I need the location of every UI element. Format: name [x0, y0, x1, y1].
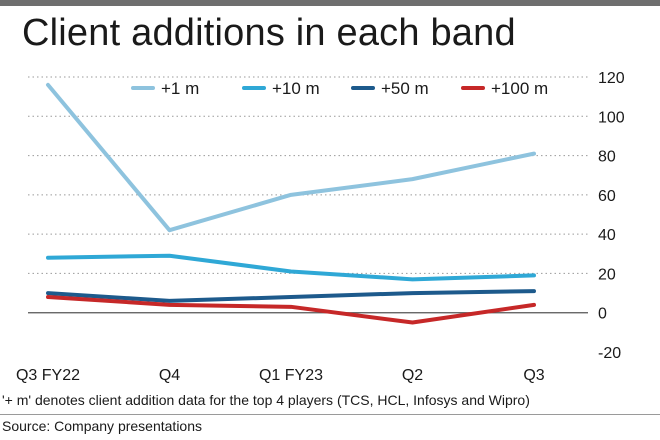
- legend-label: +10 m: [272, 79, 320, 98]
- x-tick-label: Q4: [159, 367, 180, 384]
- top-accent-bar: [0, 0, 660, 6]
- legend-label: +1 m: [161, 79, 199, 98]
- footer-divider: [0, 414, 660, 415]
- x-tick-label: Q3 FY22: [16, 367, 80, 384]
- series-line: [46, 82, 536, 233]
- y-tick-label: 120: [598, 70, 625, 87]
- y-tick-label: 100: [598, 109, 625, 126]
- legend-label: +50 m: [381, 79, 429, 98]
- x-tick-label: Q2: [402, 367, 423, 384]
- y-tick-label: 0: [598, 306, 607, 323]
- y-tick-label: -20: [598, 345, 621, 362]
- footnote: '+ m' denotes client addition data for t…: [2, 392, 530, 408]
- series-line: [46, 253, 536, 282]
- y-tick-label: 80: [598, 149, 616, 166]
- y-tick-label: 20: [598, 266, 616, 283]
- legend-label: +100 m: [491, 79, 548, 98]
- x-tick-label: Q1 FY23: [259, 367, 323, 384]
- y-tick-label: 40: [598, 227, 616, 244]
- series-line: [46, 289, 536, 303]
- series-line: [46, 295, 536, 325]
- y-tick-label: 60: [598, 188, 616, 205]
- chart-title: Client additions in each band: [22, 12, 516, 54]
- x-tick-label: Q3: [523, 367, 544, 384]
- source-note: Source: Company presentations: [2, 418, 202, 434]
